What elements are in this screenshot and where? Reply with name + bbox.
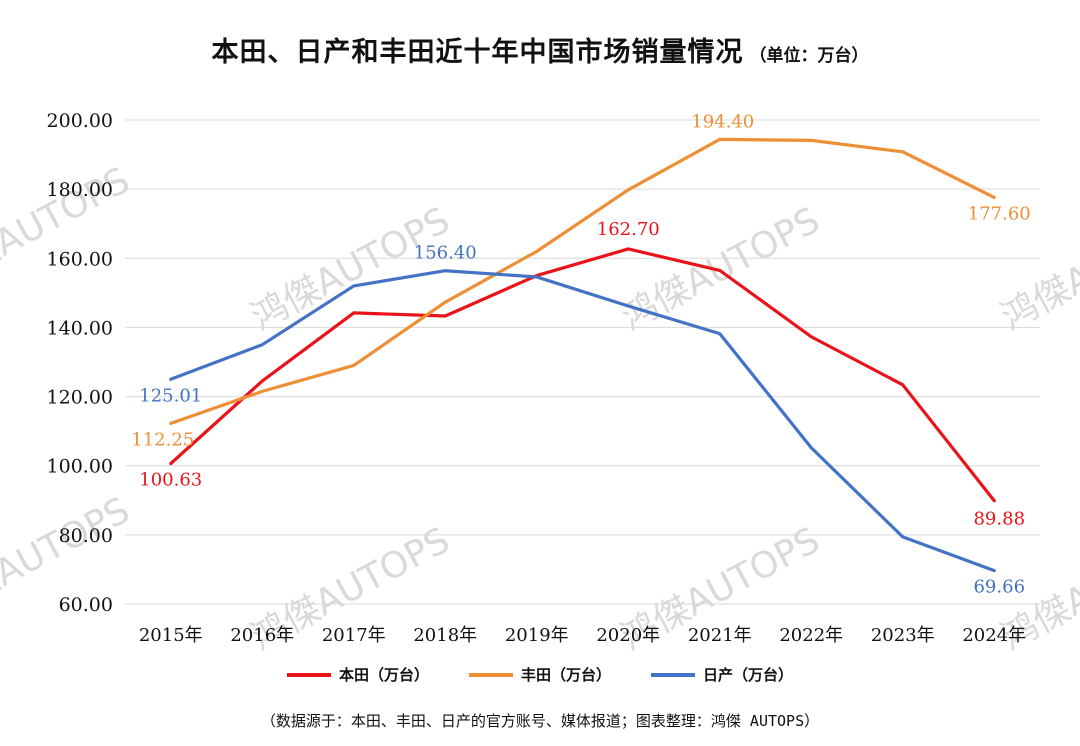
legend-swatch-nissan	[651, 672, 695, 677]
y-tick-label: 100.00	[47, 456, 113, 478]
legend-label-toyota: 丰田（万台）	[520, 666, 611, 684]
x-tick-label: 2023年	[871, 625, 935, 646]
x-tick-label: 2019年	[505, 625, 569, 646]
x-tick-label: 2020年	[596, 625, 660, 646]
data-label: 89.88	[973, 509, 1025, 530]
x-tick-label: 2022年	[779, 625, 843, 646]
series-line-2	[169, 269, 996, 573]
x-tick-label: 2015年	[139, 625, 203, 646]
data-label: 156.40	[414, 243, 477, 264]
x-tick-label: 2024年	[962, 625, 1026, 646]
legend-item-nissan: 日产（万台）	[651, 664, 793, 685]
x-tick-label: 2021年	[688, 625, 752, 646]
y-tick-label: 200.00	[47, 110, 113, 132]
x-tick-label: 2016年	[230, 625, 294, 646]
chart-title: 本田、日产和丰田近十年中国市场销量情况	[211, 37, 744, 68]
chart-unit: （单位：万台）	[749, 46, 869, 66]
y-tick-label: 160.00	[47, 248, 113, 270]
data-label: 100.63	[139, 470, 202, 491]
source-note: （数据源于：本田、丰田、日产的官方账号、媒体报道；图表整理：鸿傑 AUTOPS）	[260, 712, 820, 730]
legend-item-honda: 本田（万台）	[286, 664, 429, 685]
data-label: 125.01	[139, 385, 202, 406]
legend-label-honda: 本田（万台）	[338, 666, 429, 684]
data-label: 194.40	[691, 111, 754, 132]
legend-item-toyota: 丰田（万台）	[468, 664, 611, 685]
legend-swatch-toyota	[468, 672, 513, 677]
data-label: 162.70	[597, 219, 660, 240]
y-tick-label: 80.00	[59, 525, 113, 547]
y-tick-label: 180.00	[47, 179, 113, 201]
x-tick-label: 2018年	[413, 625, 477, 646]
x-tick-label: 2017年	[322, 625, 386, 646]
series-line-1	[169, 137, 996, 425]
data-label: 112.25	[131, 429, 194, 450]
data-label: 69.66	[973, 577, 1025, 598]
y-tick-label: 140.00	[47, 317, 113, 339]
chart-title-row: 本田、日产和丰田近十年中国市场销量情况 （单位：万台）	[0, 30, 1080, 69]
legend: 本田（万台） 丰田（万台） 日产（万台）	[0, 664, 1080, 685]
legend-label-nissan: 日产（万台）	[703, 666, 794, 684]
legend-swatch-honda	[286, 672, 331, 677]
y-tick-label: 120.00	[47, 387, 113, 409]
y-tick-label: 60.00	[59, 594, 113, 616]
series-line-0	[169, 247, 996, 503]
data-label: 177.60	[968, 203, 1031, 224]
